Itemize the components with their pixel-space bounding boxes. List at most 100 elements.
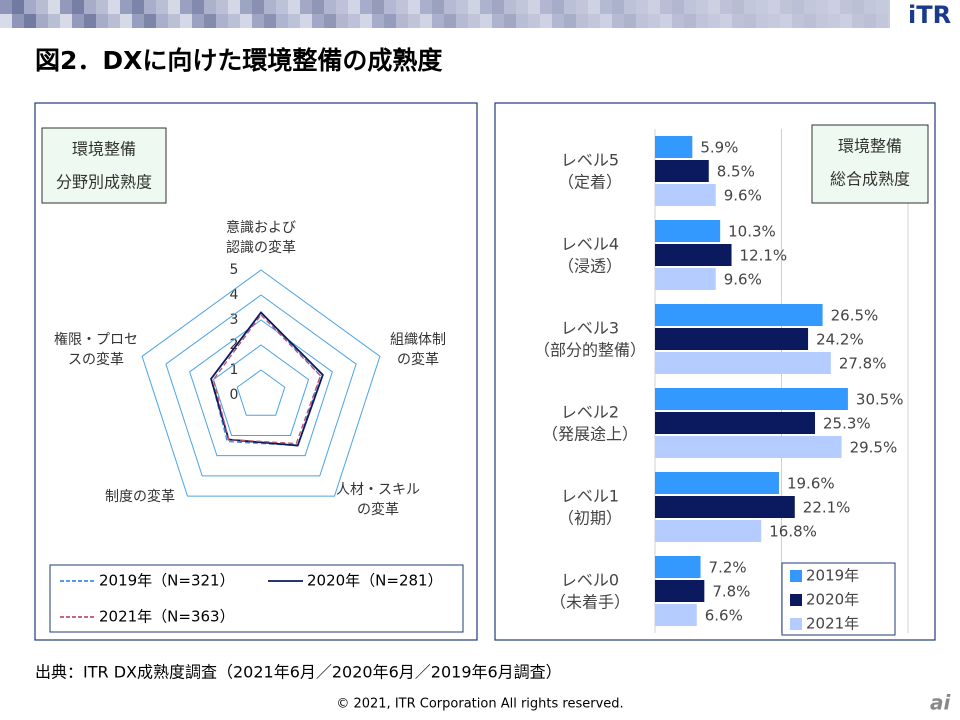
banner-cell: [324, 14, 336, 28]
banner-cell: [552, 0, 564, 14]
banner-cell: [816, 0, 828, 14]
banner-cell: [168, 0, 180, 14]
banner-cell: [720, 14, 732, 28]
radar-line: [210, 311, 322, 447]
banner-cell: [732, 14, 744, 28]
banner-cell: [168, 14, 180, 28]
category-label: レベル1: [561, 487, 619, 506]
left-panel: [34, 102, 478, 641]
banner-cell: [516, 0, 528, 14]
banner-cell: [852, 0, 864, 14]
banner-cell: [60, 0, 72, 14]
radar-line: [210, 311, 324, 447]
legend-label: 2021年（N=363）: [99, 608, 235, 626]
banner-cell: [372, 0, 384, 14]
category-label: （浸透）: [558, 257, 622, 276]
banner-cell: [300, 0, 312, 14]
banner-cell: [492, 0, 504, 14]
legend-label: 2019年: [806, 567, 859, 585]
banner-cell: [660, 0, 672, 14]
bar: [655, 352, 831, 374]
banner-cell: [276, 14, 288, 28]
value-label: 26.5%: [831, 307, 879, 325]
banner-cell: [456, 14, 468, 28]
banner-cell: [108, 14, 120, 28]
category-label: レベル0: [561, 571, 619, 590]
banner-cell: [36, 14, 48, 28]
banner-cell: [492, 14, 504, 28]
banner-cell: [468, 14, 480, 28]
banner-cell: [0, 0, 12, 14]
bar: [655, 220, 721, 242]
label-box-text: 分野別成熟度: [56, 173, 152, 192]
banner-cell: [840, 14, 852, 28]
banner-cell: [324, 0, 336, 14]
legend-label: 2020年: [806, 591, 859, 609]
banner-cell: [636, 14, 648, 28]
banner-cell: [444, 14, 456, 28]
banner-cell: [804, 0, 816, 14]
logo: iTR: [908, 1, 951, 29]
banner-cell: [408, 14, 420, 28]
banner-cell: [240, 0, 252, 14]
category-label: （初期）: [558, 509, 622, 528]
banner-cell: [744, 0, 756, 14]
banner-cell: [312, 14, 324, 28]
category-label: レベル2: [561, 403, 619, 422]
value-label: 29.5%: [850, 439, 898, 457]
radar-line: [212, 313, 322, 445]
banner-cell: [216, 0, 228, 14]
banner-cell: [216, 14, 228, 28]
banner-cell: [516, 14, 528, 28]
banner-cell: [204, 0, 216, 14]
value-label: 7.8%: [712, 583, 750, 601]
banner-cell: [180, 14, 192, 28]
banner-cell: [252, 14, 264, 28]
bar: [655, 244, 732, 266]
value-label: 19.6%: [787, 475, 835, 493]
value-label: 9.6%: [724, 271, 762, 289]
banner-cell: [204, 14, 216, 28]
banner-cell: [840, 0, 852, 14]
banner-cell: [780, 0, 792, 14]
banner-cell: [24, 14, 36, 28]
value-label: 9.6%: [724, 187, 762, 205]
banner-cell: [228, 0, 240, 14]
axis-label: 認識の変革: [226, 239, 296, 256]
banner-cell: [348, 14, 360, 28]
banner-cell: [612, 14, 624, 28]
value-label: 25.3%: [823, 415, 871, 433]
banner-cell: [72, 14, 84, 28]
banner-cell: [792, 14, 804, 28]
banner-cell: [96, 0, 108, 14]
banner-cell: [696, 0, 708, 14]
banner-cell: [192, 0, 204, 14]
source: 出典：ITR DX成熟度調査（2021年6月／2020年6月／2019年6月調査…: [35, 663, 562, 682]
axis-label: の変革: [357, 501, 399, 518]
banner-cell: [360, 0, 372, 14]
r-tick-label: 2: [230, 337, 239, 353]
banner-cell: [636, 0, 648, 14]
banner-cell: [0, 14, 12, 28]
banner-cell: [408, 0, 420, 14]
banner-cell: [756, 14, 768, 28]
label-box-text: 環境整備: [838, 137, 902, 156]
banner-cell: [276, 0, 288, 14]
banner-cell: [420, 14, 432, 28]
legend-swatch: [790, 570, 802, 582]
r-tick-label: 4: [230, 287, 239, 303]
banner-cell: [156, 0, 168, 14]
banner-cell: [384, 0, 396, 14]
banner-cell: [336, 0, 348, 14]
banner-cell: [264, 0, 276, 14]
value-label: 10.3%: [728, 223, 776, 241]
banner-cell: [600, 14, 612, 28]
banner-cell: [732, 0, 744, 14]
bar: [655, 580, 705, 602]
banner-cell: [876, 14, 888, 28]
banner-cell: [528, 0, 540, 14]
banner-cell: [264, 14, 276, 28]
grid-ring: [212, 344, 310, 436]
label-box-text: 環境整備: [72, 140, 136, 159]
bar: [655, 160, 709, 182]
